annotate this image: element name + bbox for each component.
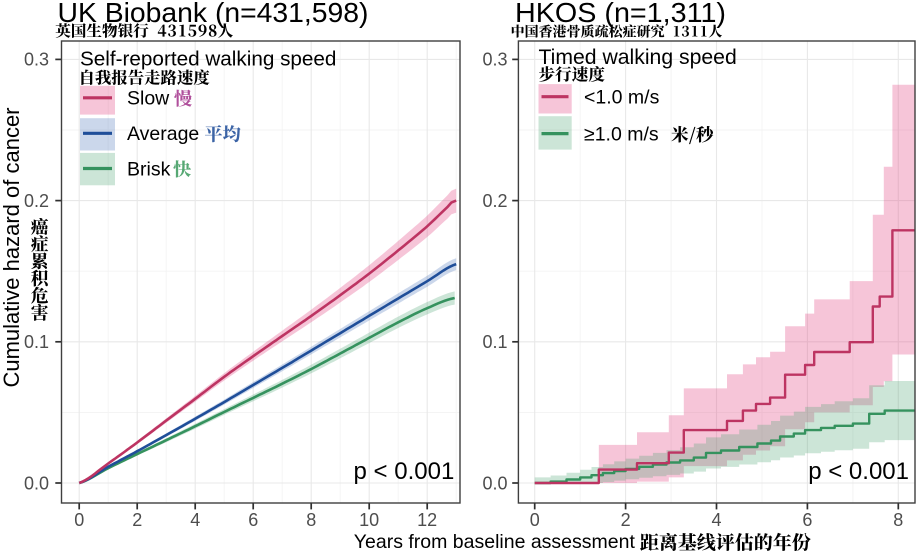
svg-text:0: 0: [74, 510, 84, 530]
svg-text:p < 0.001: p < 0.001: [808, 458, 909, 485]
svg-text:<1.0 m/s: <1.0 m/s: [584, 87, 660, 109]
svg-text:2: 2: [621, 510, 631, 530]
svg-text:0.1: 0.1: [482, 332, 507, 352]
svg-text:Timed walking speed: Timed walking speed: [539, 46, 737, 69]
svg-text:0.3: 0.3: [24, 50, 49, 70]
svg-text:UK Biobank (n=431,598): UK Biobank (n=431,598): [58, 0, 369, 28]
svg-text:Self-reported walking speed: Self-reported walking speed: [80, 48, 336, 71]
svg-text:p < 0.001: p < 0.001: [354, 458, 455, 485]
svg-text:0.3: 0.3: [482, 50, 507, 70]
svg-text:Cumulative hazard of cancer: Cumulative hazard of cancer: [0, 107, 24, 387]
svg-text:4: 4: [711, 510, 721, 530]
svg-text:Slow: Slow: [127, 88, 170, 110]
svg-text:0: 0: [530, 510, 540, 530]
svg-text:0.2: 0.2: [24, 191, 49, 211]
svg-text:Average: Average: [127, 123, 199, 145]
svg-text:0.0: 0.0: [24, 473, 49, 493]
svg-text:8: 8: [306, 510, 316, 530]
svg-text:HKOS (n=1,311): HKOS (n=1,311): [515, 0, 726, 28]
svg-text:≥1.0 m/s: ≥1.0 m/s: [584, 123, 659, 145]
svg-text:0.1: 0.1: [24, 332, 49, 352]
svg-text:12: 12: [417, 510, 437, 530]
svg-text:4: 4: [190, 510, 200, 530]
svg-text:0.0: 0.0: [482, 473, 507, 493]
svg-text:Brisk: Brisk: [127, 158, 171, 180]
svg-text:0.2: 0.2: [482, 191, 507, 211]
svg-text:8: 8: [893, 510, 903, 530]
svg-text:10: 10: [359, 510, 379, 530]
svg-text:6: 6: [248, 510, 258, 530]
svg-text:2: 2: [132, 510, 142, 530]
svg-text:6: 6: [802, 510, 812, 530]
svg-text:Years from baseline assessment: Years from baseline assessment: [354, 531, 636, 553]
